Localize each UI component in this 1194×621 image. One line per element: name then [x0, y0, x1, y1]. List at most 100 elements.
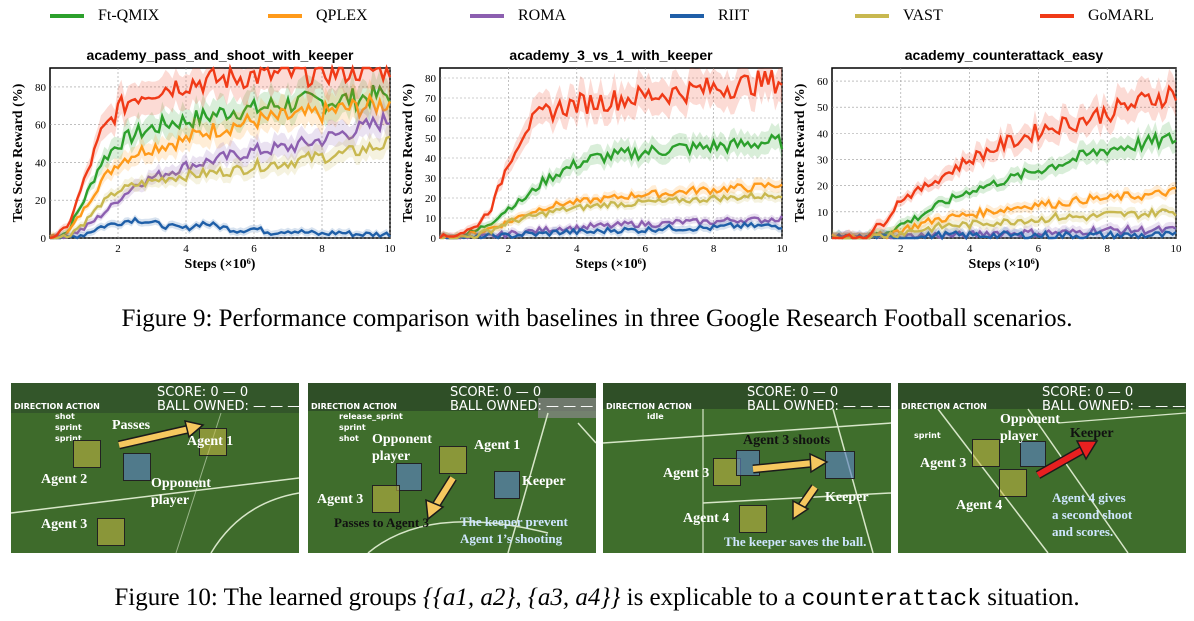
- y-tick-label: 10: [817, 207, 829, 219]
- label-keeper-saves: The keeper saves the ball.: [724, 534, 867, 549]
- screenshot-4: SCORE: 0 — 0 BALL OWNED: — — — DIRECTION…: [898, 383, 1186, 553]
- pass-arrow-icon: [425, 475, 457, 521]
- agent-3-box: [97, 518, 125, 546]
- label-keeper-prevent: The keeper prevent: [460, 514, 568, 529]
- label-second-shoot: a second shoot: [1052, 507, 1133, 522]
- agent-3-box: [972, 439, 1000, 467]
- legend-label: ROMA: [518, 7, 567, 24]
- series-line-gomarl: [49, 63, 392, 240]
- action-3: sprint: [55, 434, 82, 443]
- score-text: SCORE: 0 — 0: [450, 385, 542, 400]
- ball-owned-text: BALL OWNED: — — —: [450, 399, 594, 414]
- keeper-box: [825, 451, 855, 479]
- label-passes-to-agent-3: Passes to Agent 3: [334, 515, 429, 530]
- agent-2-box: [73, 440, 101, 468]
- y-tick-label: 30: [425, 173, 437, 185]
- screenshot-2: SCORE: 0 — 0 BALL OWNED: — — — DIRECTION…: [308, 383, 596, 553]
- legend-swatch: [1040, 14, 1074, 18]
- y-tick-label: 40: [35, 157, 47, 169]
- label-passes: Passes: [112, 418, 151, 433]
- legend-swatch: [268, 14, 302, 18]
- legend-item-qplex: QPLEX: [268, 6, 368, 26]
- y-tick-label: 0: [41, 233, 47, 245]
- series-band-gomarl: [50, 68, 390, 238]
- series-band-vast: [440, 187, 782, 238]
- legend-item-ft-qmix: Ft-QMIX: [50, 6, 159, 26]
- series-line-roma: [50, 109, 391, 240]
- legend-label: VAST: [903, 7, 943, 24]
- opponent-box: [1020, 441, 1046, 467]
- action-1: shot: [55, 412, 75, 421]
- label-agent-3: Agent 3: [663, 466, 710, 481]
- label-opponent: Opponent: [1000, 412, 1060, 427]
- figure-9-caption: Figure 9: Performance comparison with ba…: [121, 305, 1073, 332]
- y-tick-label: 60: [425, 113, 437, 125]
- series-band-qplex: [50, 78, 390, 238]
- label-agent-4: Agent 4: [683, 511, 730, 526]
- label-agent-3: Agent 3: [317, 492, 364, 507]
- agent-1-box: [439, 446, 467, 474]
- x-tick-label: 6: [251, 243, 257, 255]
- y-axis-label: Test Score Reward (%): [11, 83, 26, 222]
- action-1: release_sprint: [339, 412, 403, 421]
- ball-owned-text: BALL OWNED: — — —: [747, 399, 891, 414]
- x-tick-label: 6: [642, 243, 648, 255]
- x-tick-label: 2: [115, 243, 121, 255]
- y-tick-label: 40: [817, 128, 829, 140]
- action-2: sprint: [55, 423, 82, 432]
- legend-label: RIIT: [718, 7, 750, 24]
- legend-item-riit: RIIT: [670, 6, 749, 26]
- series-band-roma: [50, 99, 390, 238]
- y-tick-label: 60: [35, 120, 47, 132]
- y-tick-label: 30: [817, 155, 829, 167]
- x-tick-label: 2: [898, 243, 904, 255]
- series-line-vast: [50, 135, 391, 240]
- label-agent-3: Agent 3: [920, 456, 967, 471]
- series-band-ft-qmix: [832, 121, 1176, 238]
- label-agent-1: Agent 1: [187, 434, 234, 449]
- series-line-gomarl: [832, 84, 1178, 240]
- shoot-arrow-icon: [1035, 440, 1099, 479]
- y-tick-label: 0: [823, 233, 829, 245]
- x-tick-label: 2: [506, 243, 512, 255]
- x-axis-label: Steps (×10⁶): [185, 257, 256, 272]
- direction-action-text: DIRECTION ACTION: [311, 402, 397, 411]
- y-axis-label: Test Score Reward (%): [793, 83, 808, 222]
- legend-item-vast: VAST: [855, 6, 943, 26]
- label-scores: and scores.: [1052, 524, 1114, 539]
- legend-swatch: [670, 14, 704, 18]
- series-line-ft-qmix: [831, 130, 1177, 240]
- shoot-arrow-icon: [752, 452, 829, 521]
- y-axis-label: Test Score Reward (%): [401, 83, 416, 222]
- y-tick-label: 60: [817, 76, 829, 88]
- label-keeper: Keeper: [825, 490, 869, 505]
- x-tick-label: 8: [1104, 243, 1110, 255]
- series-line-qplex: [49, 92, 392, 240]
- figure-10-caption: Figure 10: The learned groups {{a1, a2},…: [0, 584, 1194, 612]
- chart-title: academy_counterattack_easy: [905, 47, 1104, 63]
- chart-frame: [831, 67, 1177, 239]
- chart-title: academy_3_vs_1_with_keeper: [509, 47, 713, 63]
- x-tick-label: 10: [385, 243, 397, 255]
- action-1: sprint: [914, 431, 941, 440]
- series-line-roma: [439, 215, 783, 240]
- series-band-ft-qmix: [50, 68, 390, 238]
- opponent-box: [396, 463, 422, 491]
- y-tick-label: 80: [35, 82, 47, 94]
- direction-action-text: DIRECTION ACTION: [14, 402, 100, 411]
- series-band-gomarl: [832, 68, 1176, 238]
- legend-swatch: [470, 14, 504, 18]
- x-tick-label: 4: [574, 243, 580, 255]
- series-line-ft-qmix: [49, 84, 392, 240]
- action-2: sprint: [339, 423, 366, 432]
- label-keeper: Keeper: [1070, 426, 1114, 441]
- label-player: player: [1000, 429, 1039, 444]
- y-tick-label: 80: [425, 73, 437, 85]
- label-keeper: Keeper: [522, 474, 566, 489]
- label-player: player: [372, 449, 411, 464]
- score-text: SCORE: 0 — 0: [157, 385, 249, 400]
- x-tick-label: 4: [183, 243, 189, 255]
- y-tick-label: 0: [431, 233, 437, 245]
- series-line-riit: [50, 216, 391, 240]
